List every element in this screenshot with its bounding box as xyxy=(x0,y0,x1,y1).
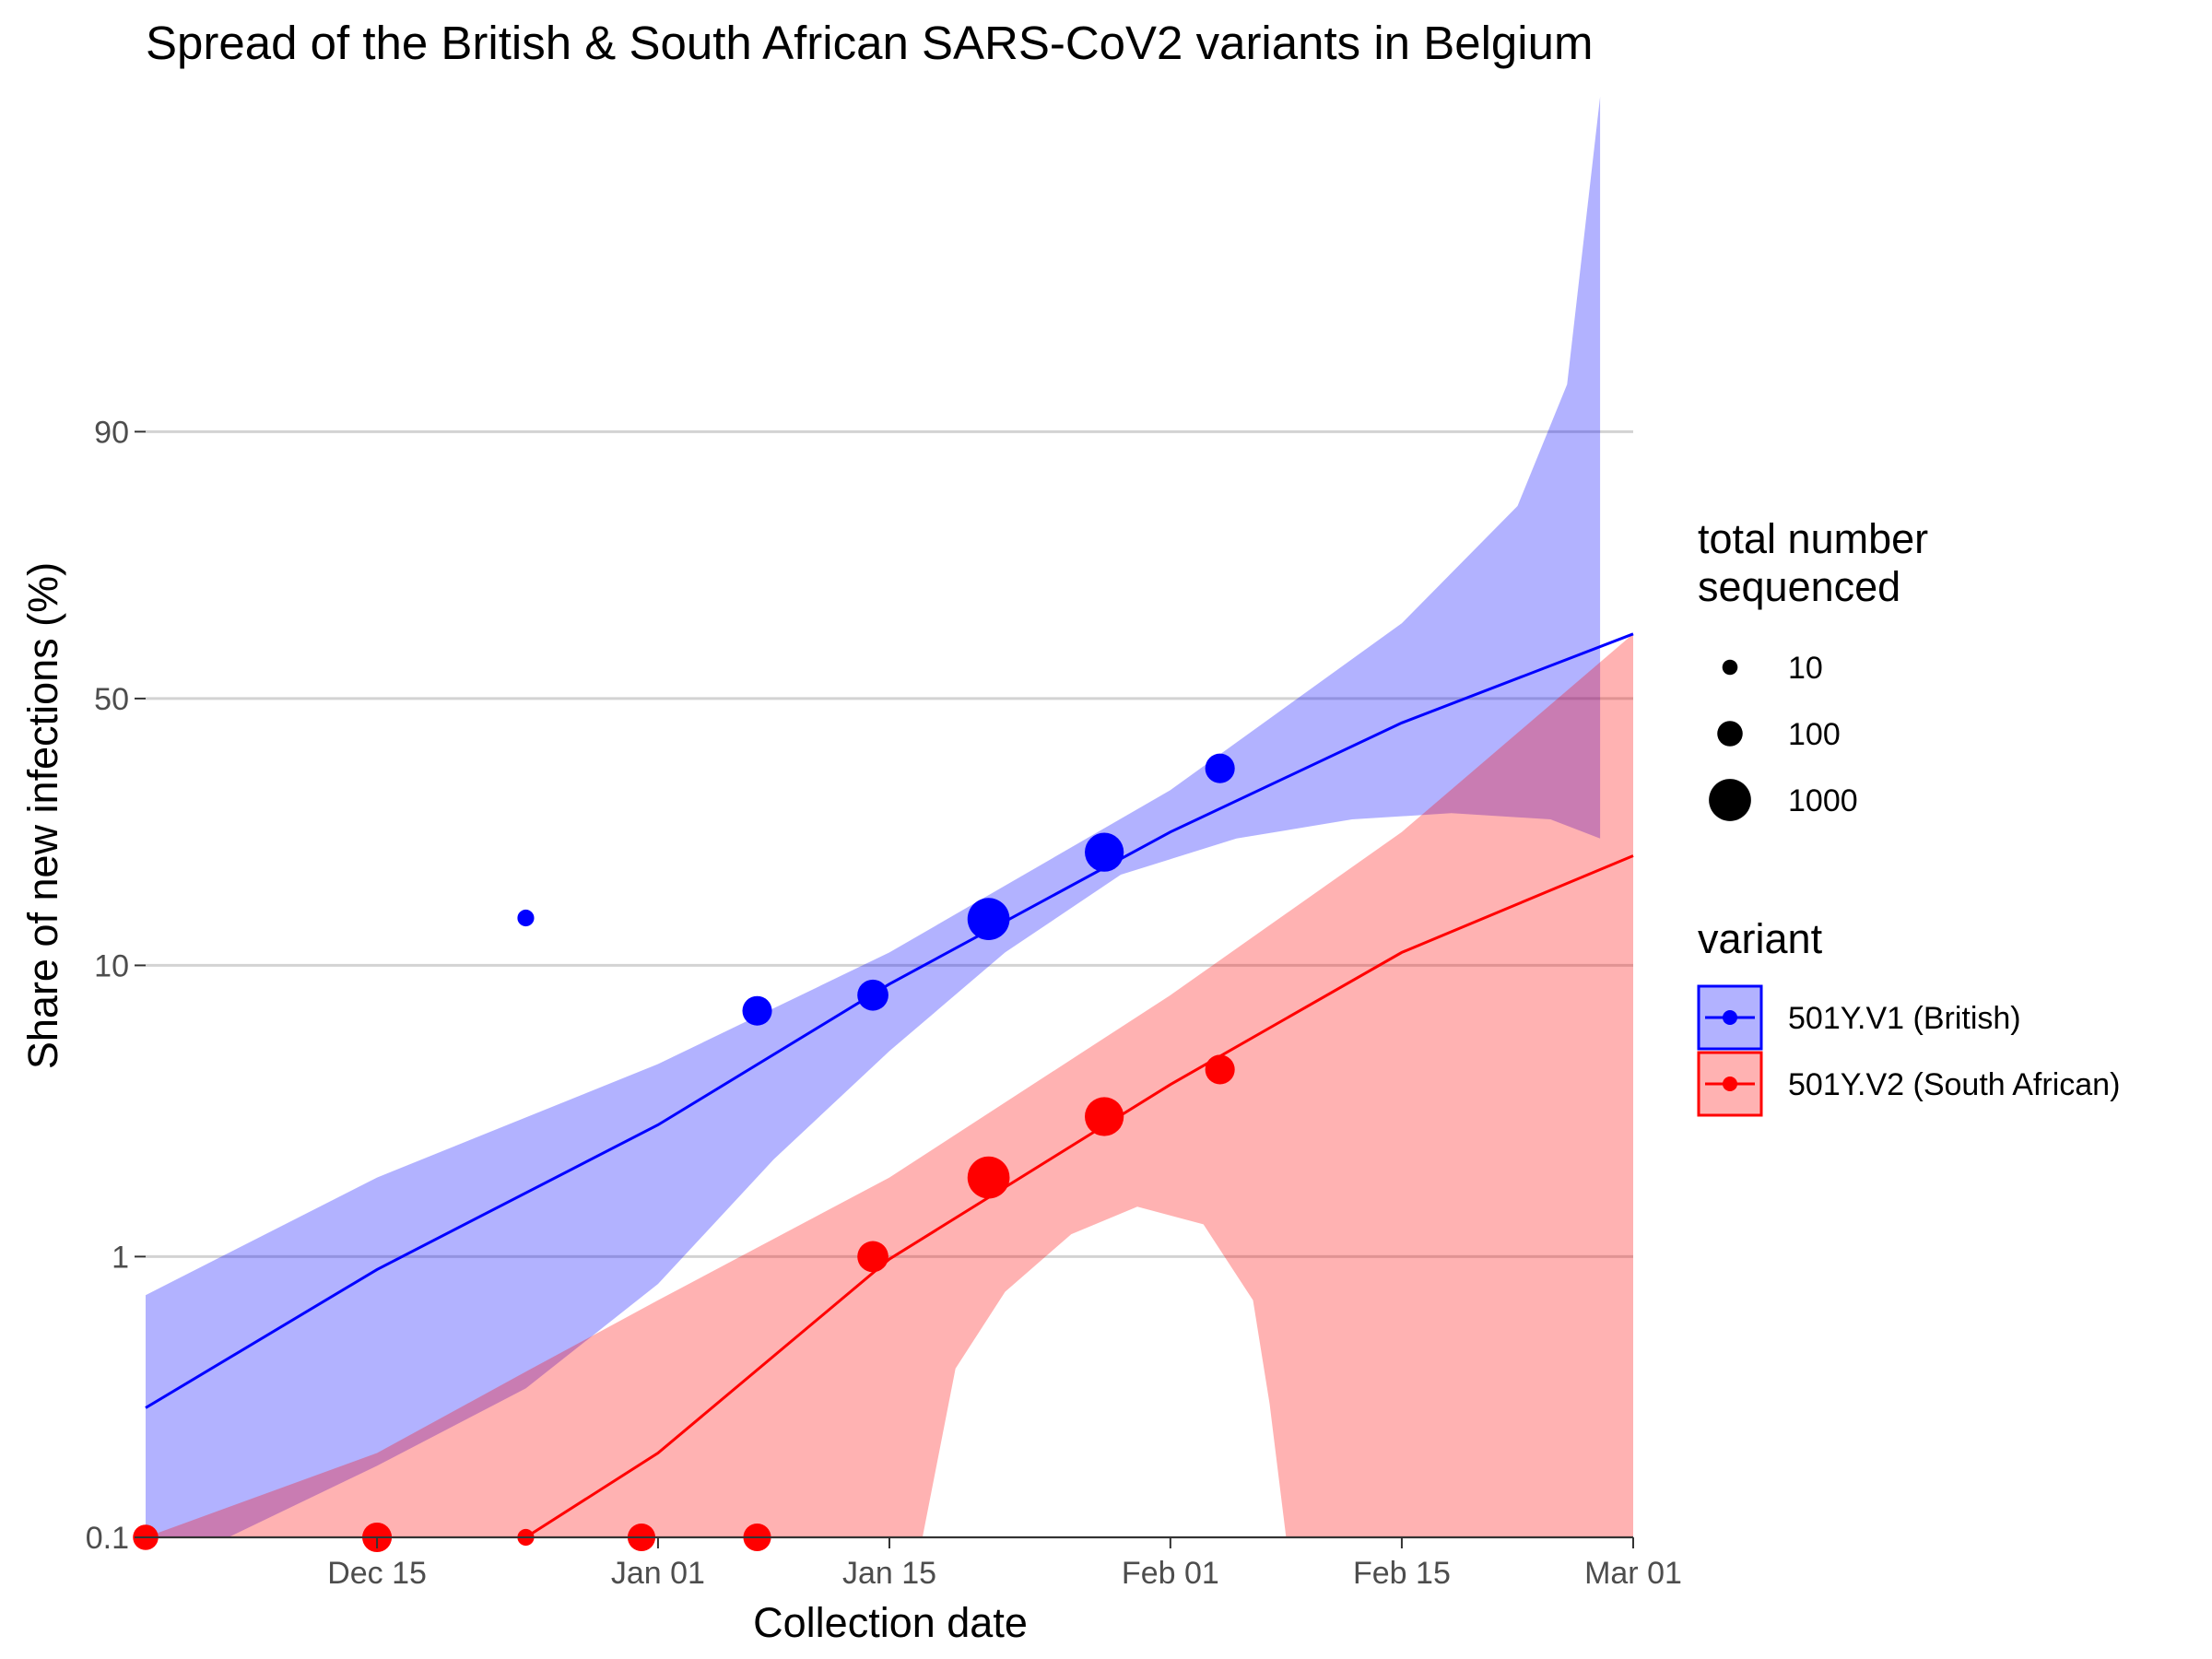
color-legend-label: 501Y.V2 (South African) xyxy=(1788,1067,2120,1102)
x-tick-label: Feb 01 xyxy=(1122,1556,1219,1591)
data-point xyxy=(1085,1097,1124,1136)
data-point xyxy=(857,1241,888,1273)
data-point xyxy=(967,898,1010,940)
x-tick-label: Jan 15 xyxy=(842,1556,936,1591)
data-point xyxy=(1205,753,1235,783)
x-axis-title: Collection date xyxy=(753,1599,1028,1646)
color-legend-dot xyxy=(1723,1077,1737,1091)
chart-title: Spread of the British & South African SA… xyxy=(146,17,1593,69)
y-tick-label: 10 xyxy=(94,948,129,983)
size-legend-title: total number xyxy=(1698,515,1928,562)
fit-line xyxy=(145,632,1634,1409)
size-legend-key xyxy=(1722,659,1738,676)
y-tick-label: 0.1 xyxy=(86,1521,129,1556)
data-point xyxy=(742,995,772,1026)
color-legend-dot xyxy=(1723,1010,1737,1025)
x-tick-label: Mar 01 xyxy=(1584,1556,1682,1591)
x-tick-label: Jan 01 xyxy=(611,1556,705,1591)
confidence-bands xyxy=(146,97,1633,1537)
fit-line xyxy=(524,854,1634,1539)
data-point xyxy=(967,1156,1010,1199)
confidence-band xyxy=(146,633,1633,1537)
y-tick-label: 90 xyxy=(94,415,129,450)
y-tick-label: 1 xyxy=(112,1240,129,1275)
x-tick-label: Dec 15 xyxy=(327,1556,427,1591)
data-point xyxy=(857,979,888,1011)
data-point xyxy=(517,909,535,927)
y-axis-title: Share of new infections (%) xyxy=(19,562,66,1069)
data-point xyxy=(1085,832,1124,872)
size-legend-key xyxy=(1717,721,1743,747)
x-tick-label: Feb 15 xyxy=(1353,1556,1451,1591)
color-legend-label: 501Y.V1 (British) xyxy=(1788,1001,2021,1036)
y-tick-label: 50 xyxy=(94,682,129,717)
size-legend-key xyxy=(1709,779,1751,821)
size-legend-label: 100 xyxy=(1788,717,1841,752)
axes: 0.1 1 10 50 90 Dec 15 Jan 01 Jan 15 Feb 01 Feb 15… xyxy=(86,415,1682,1591)
size-legend-label: 10 xyxy=(1788,651,1823,686)
size-legend-title: sequenced xyxy=(1698,563,1900,610)
size-legend-label: 1000 xyxy=(1788,783,1858,818)
data-point xyxy=(1205,1054,1235,1085)
fit-lines xyxy=(145,632,1634,1539)
color-legend: variant 501Y.V1 (British) 501Y.V2 (South A… xyxy=(1697,915,2120,1117)
color-legend-title: variant xyxy=(1698,915,1823,962)
confidence-band xyxy=(146,97,1601,1537)
